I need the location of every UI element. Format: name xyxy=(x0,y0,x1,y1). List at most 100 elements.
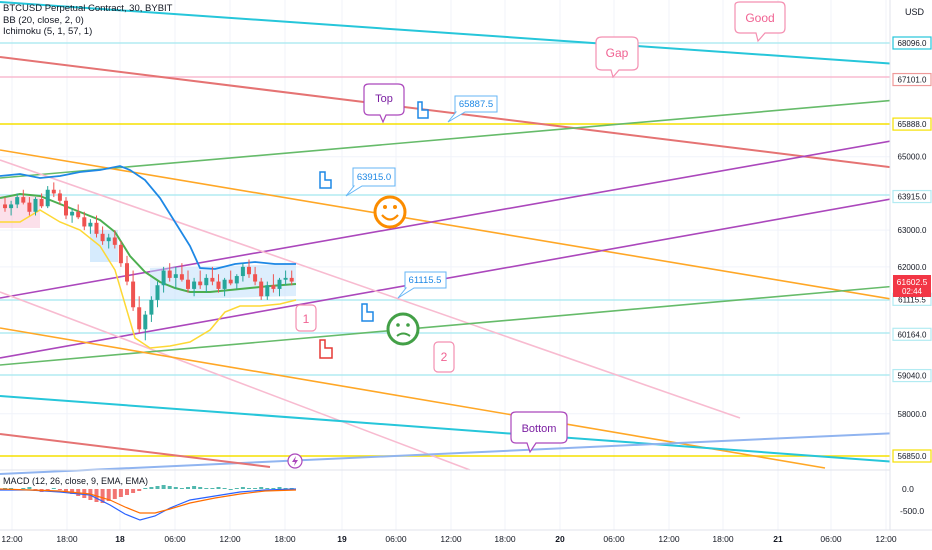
candle[interactable] xyxy=(192,277,197,297)
candle[interactable] xyxy=(277,277,282,297)
candle[interactable] xyxy=(125,255,129,286)
candle[interactable] xyxy=(118,241,123,267)
candle[interactable] xyxy=(9,200,14,216)
price-scale-label: 61115.5 xyxy=(898,295,926,304)
price-callout-61115[interactable]: 61115.5 xyxy=(397,271,447,299)
candle[interactable] xyxy=(173,266,178,289)
time-axis-label: 06:00 xyxy=(385,534,407,544)
candle[interactable] xyxy=(76,204,81,220)
candle[interactable] xyxy=(271,274,276,293)
ichimoku-legend[interactable]: Ichimoku (5, 1, 57, 1) xyxy=(3,26,93,37)
candle[interactable] xyxy=(33,197,38,216)
candle[interactable] xyxy=(3,197,7,212)
indicator-lines xyxy=(0,165,297,349)
bb-legend[interactable]: BB (20, close, 2, 0) xyxy=(3,14,84,26)
candle[interactable] xyxy=(289,270,294,286)
macd-bar xyxy=(21,488,26,489)
candle[interactable] xyxy=(228,270,233,286)
macd-bar xyxy=(198,487,203,489)
candle[interactable] xyxy=(216,274,221,293)
candle[interactable] xyxy=(21,189,26,205)
candle[interactable] xyxy=(112,230,117,249)
macd-bar xyxy=(27,487,32,489)
candle[interactable] xyxy=(253,266,258,286)
hand-pointer-icon-red[interactable] xyxy=(319,339,333,359)
macd-legend[interactable]: MACD (12, 26, close, 9, EMA, EMA) xyxy=(3,476,149,486)
macd-bar xyxy=(112,489,117,499)
price-level-box xyxy=(892,449,932,463)
bubble-gap[interactable]: Gap xyxy=(595,36,639,79)
bubble-bottom[interactable]: Bottom xyxy=(510,411,568,454)
candle[interactable] xyxy=(198,270,203,289)
label-2[interactable]: 2 xyxy=(433,341,455,373)
macd-bar xyxy=(64,489,68,492)
hand-pointer-icon-blue-2[interactable] xyxy=(319,171,332,189)
candle[interactable] xyxy=(265,281,270,300)
trend-lines[interactable] xyxy=(0,1,898,475)
candle[interactable] xyxy=(94,215,99,238)
green-trendline-lower xyxy=(0,285,898,366)
candle[interactable] xyxy=(222,277,227,297)
candle[interactable] xyxy=(51,182,56,198)
candle[interactable] xyxy=(155,281,160,308)
candle[interactable] xyxy=(57,189,62,205)
candle[interactable] xyxy=(27,197,32,216)
price-scale-label: 67101.0 xyxy=(898,76,927,85)
candle[interactable] xyxy=(240,263,245,282)
candle[interactable] xyxy=(131,270,136,311)
candle[interactable] xyxy=(259,277,264,300)
orange-trendline-lower xyxy=(0,327,826,469)
candle[interactable] xyxy=(210,266,215,286)
candle[interactable] xyxy=(283,270,288,286)
lightning-icon[interactable] xyxy=(287,453,303,469)
candle[interactable] xyxy=(161,266,166,293)
time-axis-label: 12:00 xyxy=(219,534,241,544)
macd-bar xyxy=(118,489,123,497)
candlesticks[interactable] xyxy=(3,182,294,341)
pink-trendline-lower xyxy=(0,291,471,471)
candle[interactable] xyxy=(106,233,111,249)
macd-bar xyxy=(240,487,245,489)
price-callout-65887[interactable]: 65887.5 xyxy=(447,95,498,123)
price-callout-65887-text: 65887.5 xyxy=(459,99,493,110)
neutral-face-icon[interactable] xyxy=(386,312,420,346)
candle[interactable] xyxy=(88,219,93,234)
hand-pointer-icon-blue-1[interactable] xyxy=(417,101,429,119)
candle[interactable] xyxy=(247,259,251,278)
cyan-trendline-lower xyxy=(0,395,898,463)
macd-zero-label: 0.0 xyxy=(902,484,914,494)
candle[interactable] xyxy=(143,310,148,341)
candle[interactable] xyxy=(70,208,75,223)
currency-label[interactable]: USD xyxy=(904,7,924,17)
price-scale-label: 65888.0 xyxy=(898,120,927,129)
symbol-title[interactable]: BTCUSD Perpetual Contract, 30, BYBIT xyxy=(3,3,173,14)
candle[interactable] xyxy=(204,274,209,293)
candle[interactable] xyxy=(82,211,87,231)
candle[interactable] xyxy=(234,274,239,289)
smiley-face-icon[interactable] xyxy=(373,195,407,229)
candle[interactable] xyxy=(39,193,44,209)
time-axis[interactable]: 12:00 18:00 18 06:00 12:00 18:00 19 06:00 12:00 1… xyxy=(1,534,897,544)
hand-pointer-icon-blue-3[interactable] xyxy=(361,303,374,322)
macd-neg-label: -500.0 xyxy=(900,506,924,516)
pink-trendline-upper xyxy=(0,159,741,419)
macd-bar xyxy=(283,488,288,489)
candle[interactable] xyxy=(137,296,142,333)
candle[interactable] xyxy=(15,193,20,209)
candle[interactable] xyxy=(100,226,105,245)
candle[interactable] xyxy=(179,263,184,282)
candle[interactable] xyxy=(149,296,154,322)
bubble-top[interactable]: Top xyxy=(363,83,405,124)
candle[interactable] xyxy=(186,270,190,293)
candle[interactable] xyxy=(45,186,50,209)
price-scale[interactable]: 68096.0 67101.0 65888.0 65000.0 63915.0 63000… xyxy=(892,36,932,463)
candle[interactable] xyxy=(64,197,68,220)
price-callout-63915[interactable]: 63915.0 xyxy=(345,167,396,197)
label-1[interactable]: 1 xyxy=(295,304,317,332)
candle[interactable] xyxy=(167,263,172,282)
time-axis-label: 12:00 xyxy=(1,534,23,544)
bubble-good[interactable]: Good xyxy=(734,1,786,43)
macd-bar xyxy=(161,485,166,489)
